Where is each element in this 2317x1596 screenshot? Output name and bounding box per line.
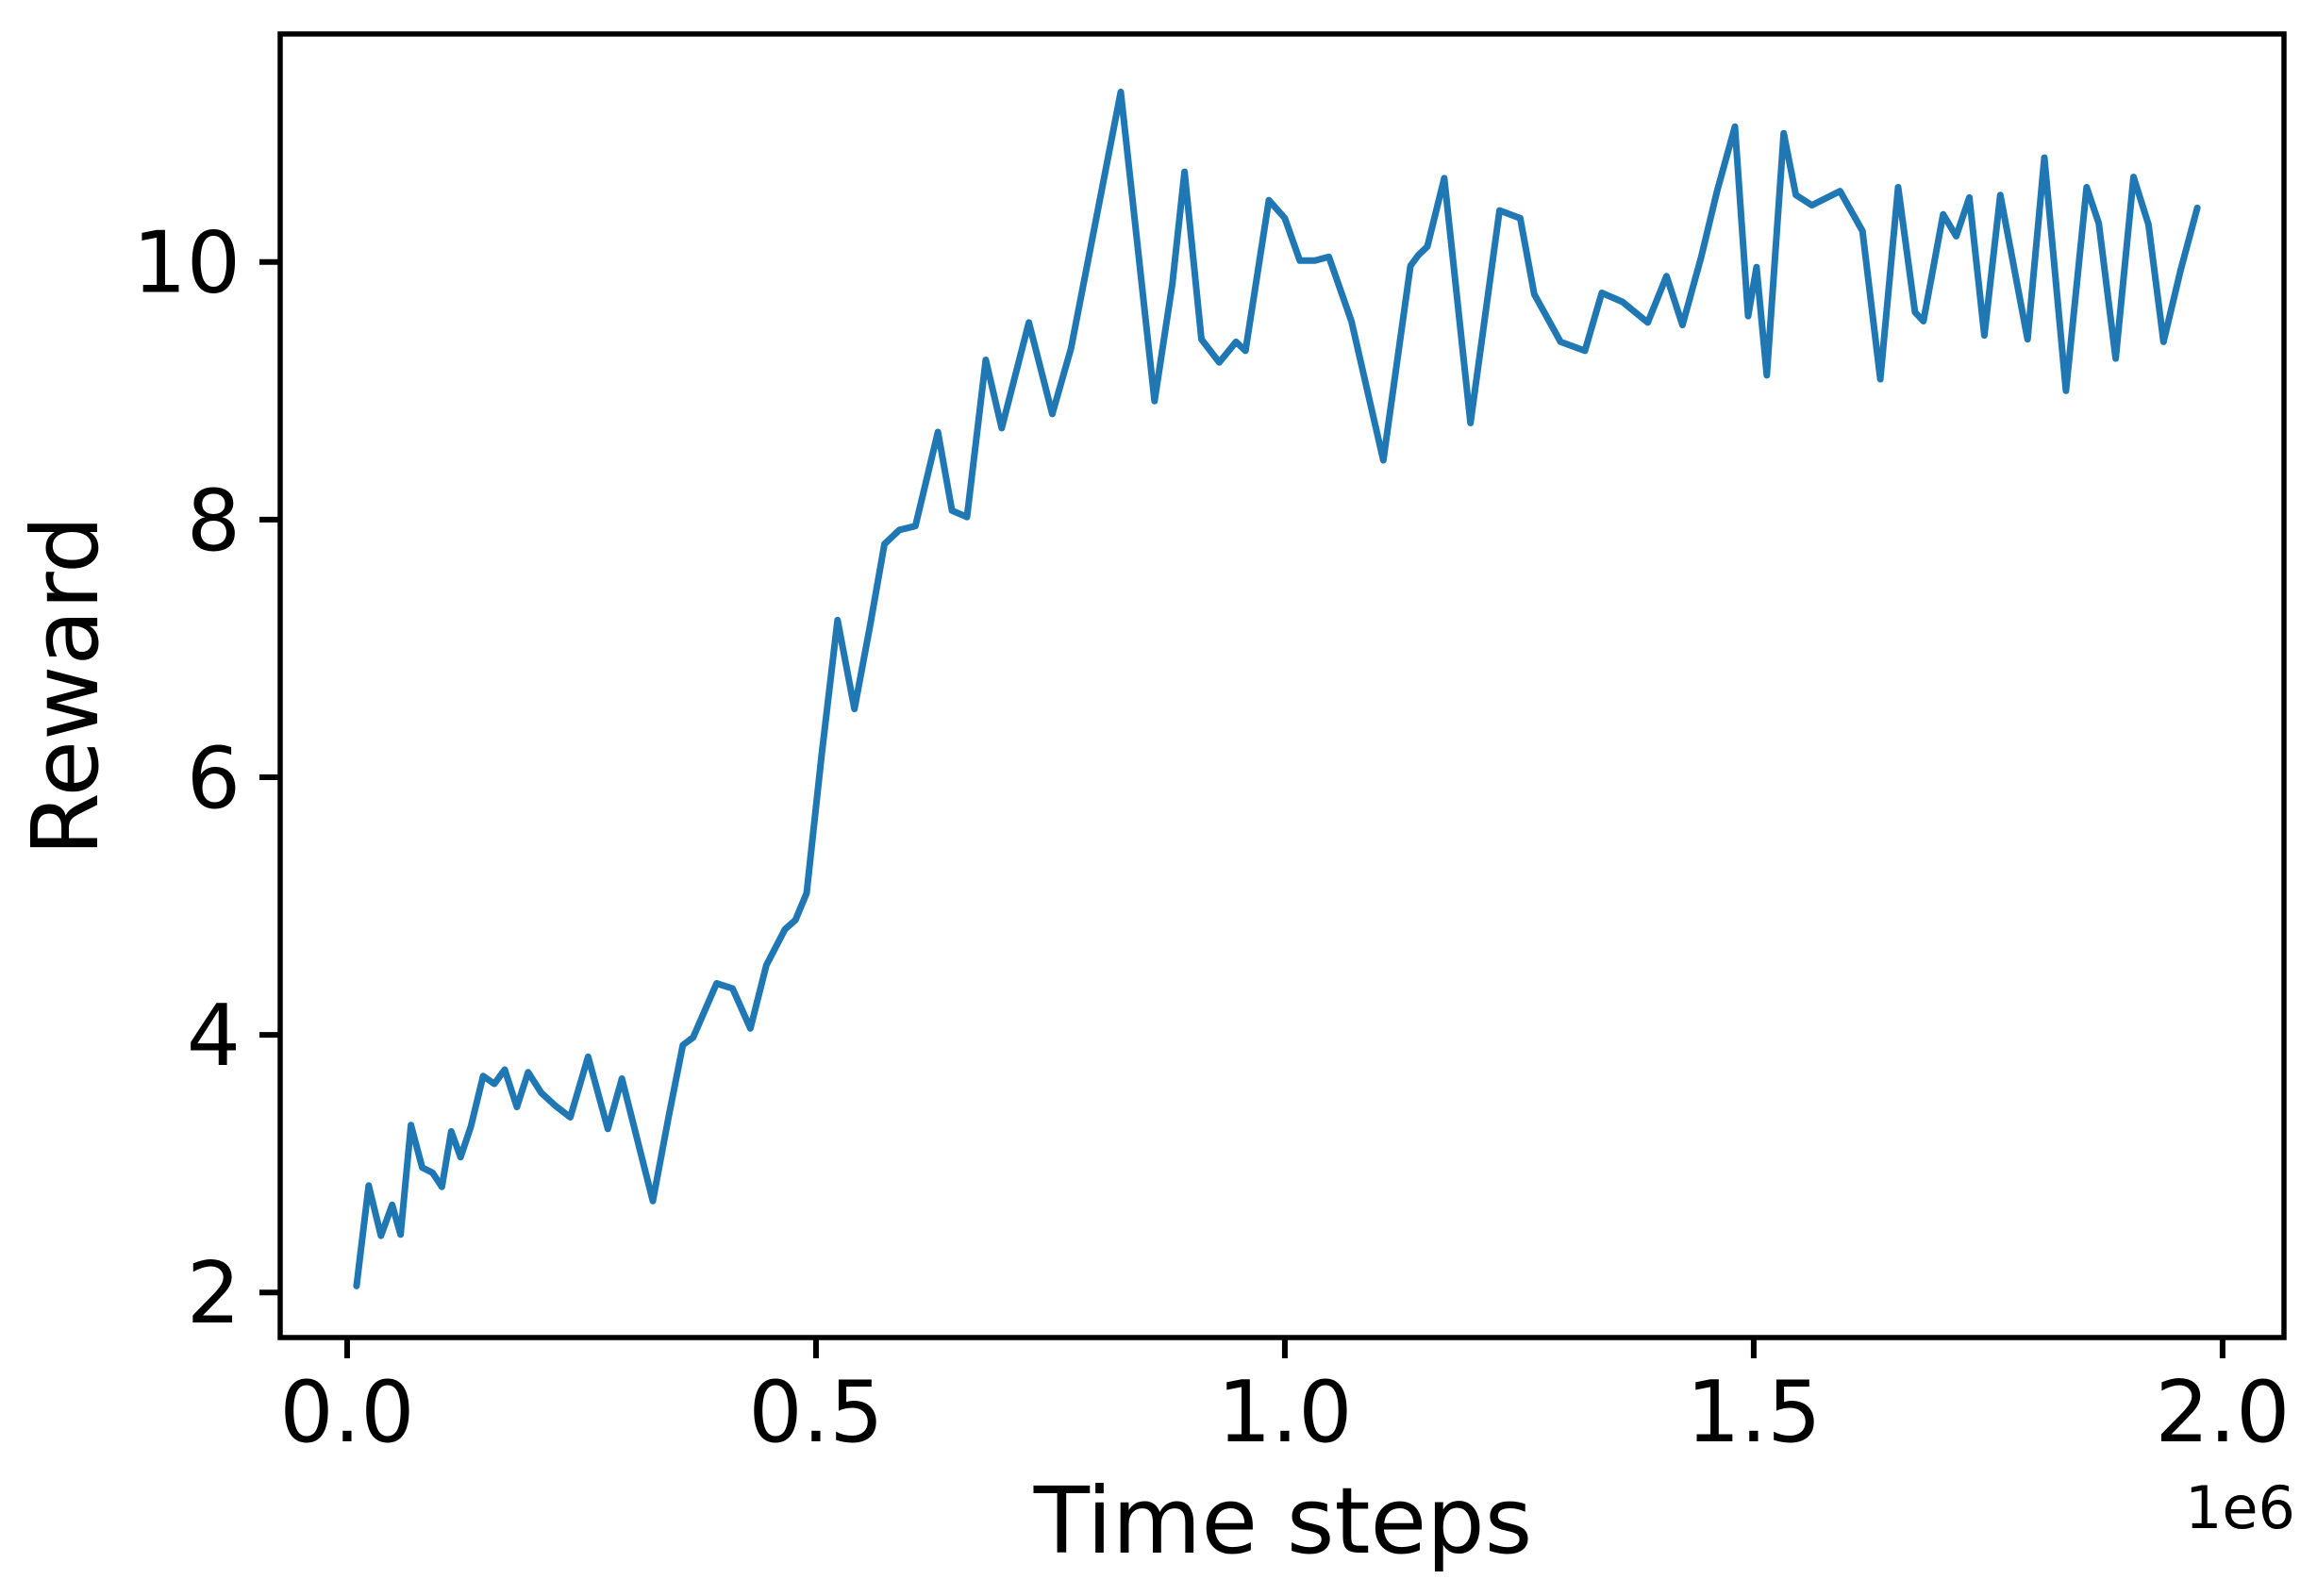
x-axis-offset-text: 1e6 (2185, 1473, 2295, 1542)
y-axis-ticks: 2 4 6 8 10 (132, 214, 280, 1343)
plot-area-spines (277, 31, 2287, 1340)
y-tick-label: 6 (187, 729, 241, 828)
y-tick-label: 8 (187, 472, 241, 571)
x-tick-label: 1.0 (1217, 1363, 1352, 1462)
x-tick-label: 0.0 (279, 1363, 414, 1462)
x-tick-label: 1.5 (1686, 1363, 1821, 1462)
y-tick-label: 2 (187, 1244, 241, 1343)
y-tick-label: 4 (187, 987, 241, 1086)
x-tick-label: 0.5 (748, 1363, 883, 1462)
x-tick-label: 2.0 (2155, 1363, 2290, 1462)
y-axis-label: Reward (12, 515, 119, 856)
reward-line (353, 89, 2201, 1289)
x-axis-label: Time steps (1033, 1468, 1533, 1574)
x-axis-ticks: 0.0 0.5 1.0 1.5 2.0 (279, 1338, 2290, 1462)
y-tick-label: 10 (132, 214, 241, 313)
